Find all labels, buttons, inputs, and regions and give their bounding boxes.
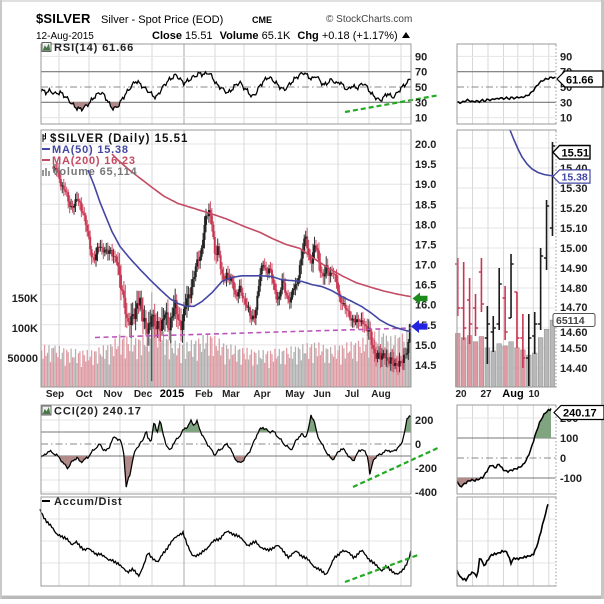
svg-text:20.0: 20.0: [415, 139, 436, 151]
svg-text:-200: -200: [415, 463, 437, 475]
svg-text:150K: 150K: [12, 293, 38, 305]
svg-text:16.5: 16.5: [415, 280, 436, 292]
svg-text:61.66: 61.66: [566, 75, 594, 87]
svg-text:Aug: Aug: [371, 389, 390, 400]
svg-text:14.90: 14.90: [560, 263, 588, 275]
svg-text:18.5: 18.5: [415, 199, 436, 211]
svg-text:90: 90: [415, 51, 427, 63]
svg-text:Close 15.51 Volume 65.1K Chg +: Close 15.51 Volume 65.1K Chg +0.18 (+1.1…: [152, 30, 398, 42]
svg-text:17.5: 17.5: [415, 239, 436, 251]
svg-text:15.10: 15.10: [560, 223, 588, 235]
svg-text:MA(50) 15.38: MA(50) 15.38: [52, 144, 129, 156]
svg-text:10: 10: [415, 113, 427, 125]
svg-text:RSI(14) 61.66: RSI(14) 61.66: [54, 42, 134, 54]
svg-text:240.17: 240.17: [563, 408, 597, 420]
svg-text:50000: 50000: [7, 353, 38, 365]
svg-text:© StockCharts.com: © StockCharts.com: [326, 14, 412, 25]
svg-text:17.0: 17.0: [415, 260, 436, 272]
svg-text:Apr: Apr: [253, 389, 270, 400]
svg-text:10: 10: [560, 113, 572, 125]
svg-text:Oct: Oct: [76, 389, 93, 400]
svg-text:0: 0: [560, 453, 566, 465]
svg-text:50: 50: [415, 82, 427, 94]
svg-text:19.0: 19.0: [415, 179, 436, 191]
svg-text:Jun: Jun: [313, 389, 331, 400]
svg-text:15.20: 15.20: [560, 203, 588, 215]
svg-text:15.00: 15.00: [560, 243, 588, 255]
svg-text:14.40: 14.40: [560, 363, 588, 375]
svg-text:12-Aug-2015: 12-Aug-2015: [36, 31, 94, 42]
svg-text:Sep: Sep: [46, 389, 64, 400]
svg-text:15.30: 15.30: [560, 183, 588, 195]
svg-text:18.0: 18.0: [415, 219, 436, 231]
svg-text:$SILVER: $SILVER: [36, 11, 91, 26]
svg-text:16.0: 16.0: [415, 300, 436, 312]
svg-text:10: 10: [528, 389, 540, 400]
svg-text:Volume 65,114: Volume 65,114: [52, 166, 137, 178]
svg-text:Mar: Mar: [222, 389, 240, 400]
svg-text:19.5: 19.5: [415, 159, 436, 171]
svg-text:15.38: 15.38: [562, 172, 588, 184]
svg-text:MA(200) 16.23: MA(200) 16.23: [52, 155, 136, 167]
svg-text:$SILVER (Daily) 15.51: $SILVER (Daily) 15.51: [50, 133, 188, 145]
svg-text:14.80: 14.80: [560, 283, 588, 295]
svg-text:Jul: Jul: [345, 389, 360, 400]
svg-text:0: 0: [415, 439, 421, 451]
svg-text:Accum/Dist: Accum/Dist: [54, 496, 123, 508]
svg-text:100K: 100K: [12, 323, 38, 335]
svg-text:Silver - Spot Price (EOD): Silver - Spot Price (EOD): [101, 14, 223, 26]
svg-text:-400: -400: [415, 487, 437, 499]
svg-text:70: 70: [415, 67, 427, 79]
svg-text:14.60: 14.60: [560, 327, 588, 339]
svg-text:20: 20: [455, 389, 467, 400]
svg-text:200: 200: [415, 415, 433, 427]
svg-text:Feb: Feb: [195, 389, 213, 400]
svg-text:100: 100: [560, 433, 578, 445]
svg-text:27: 27: [480, 389, 492, 400]
svg-text:Aug: Aug: [502, 388, 523, 400]
svg-text:-100: -100: [560, 473, 582, 485]
svg-text:14.70: 14.70: [560, 302, 588, 314]
svg-text:30: 30: [415, 97, 427, 109]
svg-text:Dec: Dec: [134, 389, 153, 400]
svg-text:May: May: [285, 389, 305, 400]
svg-text:30: 30: [560, 97, 572, 109]
svg-text:15.0: 15.0: [415, 340, 436, 352]
svg-text:CME: CME: [252, 15, 272, 25]
svg-text:14.5: 14.5: [415, 360, 436, 372]
svg-text:14.50: 14.50: [560, 343, 588, 355]
svg-text:15.51: 15.51: [562, 148, 590, 160]
svg-text:Nov: Nov: [104, 389, 123, 400]
svg-text:90: 90: [560, 51, 572, 63]
svg-text:2015: 2015: [160, 388, 184, 400]
svg-text:CCI(20) 240.17: CCI(20) 240.17: [54, 406, 142, 418]
svg-text:65114: 65114: [556, 315, 585, 327]
